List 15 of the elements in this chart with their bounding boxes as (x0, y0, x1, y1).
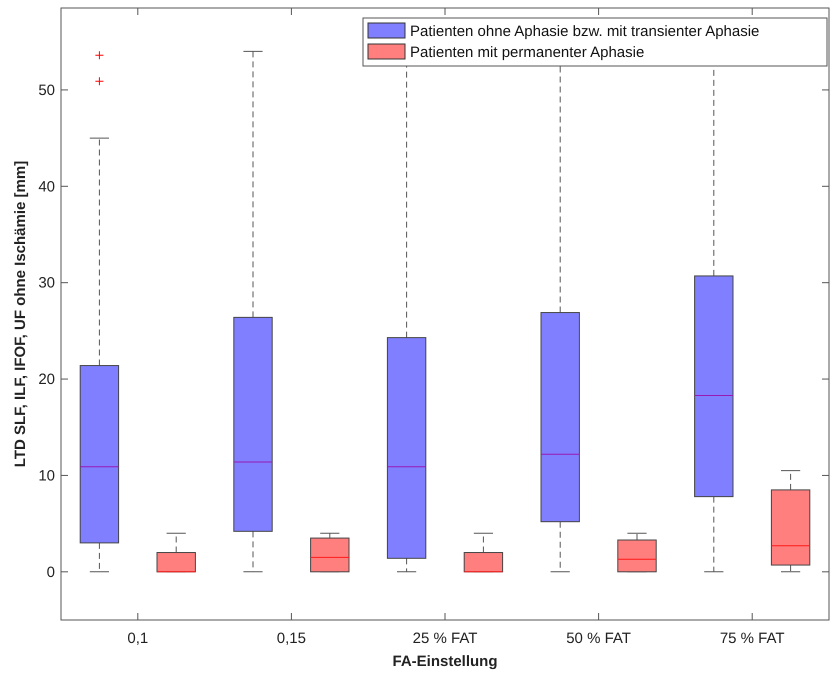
y-tick-label: 20 (38, 371, 55, 388)
legend-label: Patienten ohne Aphasie bzw. mit transienter Aphasie (410, 23, 760, 40)
x-tick-label: 75 % FAT (720, 630, 785, 647)
legend-label: Patienten mit permanenter Aphasie (410, 44, 644, 61)
x-axis-title: FA-Einstellung (392, 653, 498, 670)
y-tick-label: 0 (46, 564, 55, 581)
y-tick-label: 40 (38, 178, 55, 196)
y-tick-label: 50 (38, 82, 55, 99)
x-tick-label: 50 % FAT (566, 630, 631, 647)
y-tick-label: 30 (38, 274, 55, 292)
x-tick-label: 0,1 (127, 630, 148, 647)
x-tick-label: 0,15 (276, 630, 306, 647)
x-tick-label: 25 % FAT (412, 630, 478, 647)
y-axis-title: LTD SLF, ILF, IFOF, UF ohne Ischämie [mm] (12, 160, 29, 468)
y-tick-label: 10 (38, 467, 55, 484)
